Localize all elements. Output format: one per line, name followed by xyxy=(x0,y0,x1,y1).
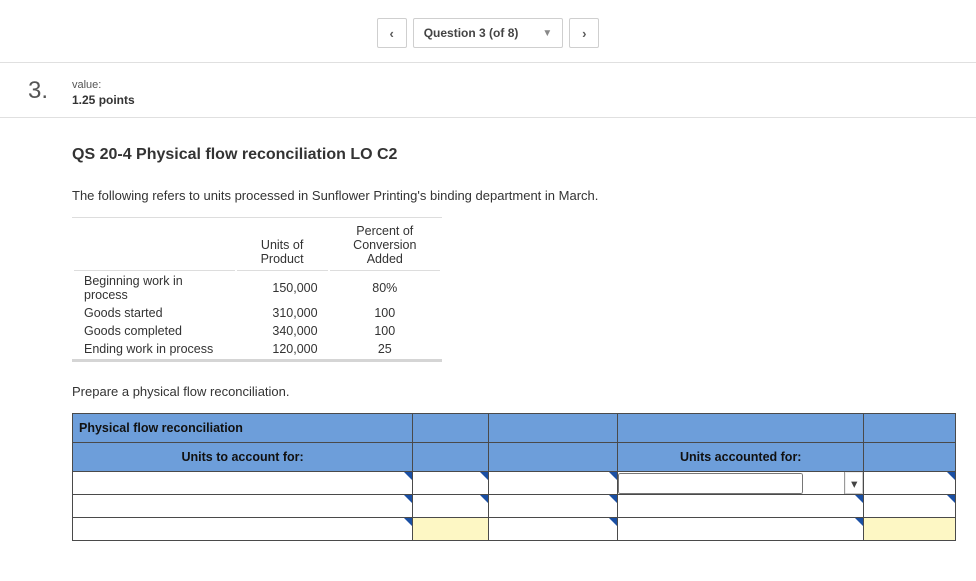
mid-2[interactable] xyxy=(488,495,617,518)
table-row: Goods started 310,000 100 xyxy=(74,305,440,321)
mid-3[interactable] xyxy=(488,518,617,541)
input-corner-icon xyxy=(609,518,617,526)
data-table: Units of Product Percent of Conversion A… xyxy=(72,217,442,362)
left-total[interactable] xyxy=(413,518,489,541)
input-corner-icon xyxy=(404,518,412,526)
worksheet-title-cell: Physical flow reconciliation xyxy=(73,414,413,443)
mid-1[interactable] xyxy=(488,472,617,495)
right-val-1[interactable] xyxy=(864,472,956,495)
input-corner-icon xyxy=(480,472,488,480)
right-desc-3[interactable] xyxy=(618,518,864,541)
caret-down-icon: ▼ xyxy=(542,28,552,39)
question-number: 3. xyxy=(28,77,48,104)
dropdown-button[interactable]: ▾ xyxy=(844,472,863,494)
input-corner-icon xyxy=(947,495,955,503)
question-content: QS 20-4 Physical flow reconciliation LO … xyxy=(0,118,912,581)
col-pct-h1: Percent of xyxy=(340,224,430,238)
input-corner-icon xyxy=(480,495,488,503)
value-label: value: xyxy=(72,79,135,91)
table-row: Goods completed 340,000 100 xyxy=(74,323,440,339)
col-units-h2: Product xyxy=(247,252,318,266)
question-nav: ‹ Question 3 (of 8) ▼ › xyxy=(0,0,976,63)
right-total[interactable] xyxy=(864,518,956,541)
chevron-right-icon: › xyxy=(582,26,586,41)
input-corner-icon xyxy=(947,472,955,480)
right-section-header: Units accounted for: xyxy=(618,443,864,472)
points-value: 1.25 points xyxy=(72,93,135,107)
left-desc-1[interactable] xyxy=(73,472,413,495)
col-units-h1: Units of xyxy=(247,238,318,252)
left-val-1[interactable] xyxy=(413,472,489,495)
input-corner-icon xyxy=(855,495,863,503)
input-corner-icon xyxy=(609,472,617,480)
input-corner-icon xyxy=(404,495,412,503)
instruction-text: Prepare a physical flow reconciliation. xyxy=(72,384,912,399)
worksheet-table: Physical flow reconciliation Units to ac… xyxy=(72,413,956,541)
left-val-2[interactable] xyxy=(413,495,489,518)
left-section-header: Units to account for: xyxy=(73,443,413,472)
input-corner-icon xyxy=(404,472,412,480)
col-pct-h2: Conversion xyxy=(340,238,430,252)
col-pct-h3: Added xyxy=(340,252,430,266)
question-title: QS 20-4 Physical flow reconciliation LO … xyxy=(72,146,912,164)
left-desc-2[interactable] xyxy=(73,495,413,518)
table-row: Ending work in process 120,000 25 xyxy=(74,341,440,357)
caret-down-icon: ▾ xyxy=(851,476,857,491)
chevron-left-icon: ‹ xyxy=(390,26,394,41)
left-desc-3[interactable] xyxy=(73,518,413,541)
table-row: Beginning work in process 150,000 80% xyxy=(74,273,440,303)
prev-question-button[interactable]: ‹ xyxy=(377,18,407,48)
input-corner-icon xyxy=(609,495,617,503)
right-desc-1-dropdown[interactable]: ▾ xyxy=(618,472,864,495)
right-val-2[interactable] xyxy=(864,495,956,518)
right-desc-2[interactable] xyxy=(618,495,864,518)
question-selector-label: Question 3 (of 8) xyxy=(424,26,519,40)
question-selector-dropdown[interactable]: Question 3 (of 8) ▼ xyxy=(413,18,564,48)
question-header: 3. value: 1.25 points xyxy=(0,63,976,118)
question-intro: The following refers to units processed … xyxy=(72,188,912,203)
next-question-button[interactable]: › xyxy=(569,18,599,48)
input-corner-icon xyxy=(855,518,863,526)
